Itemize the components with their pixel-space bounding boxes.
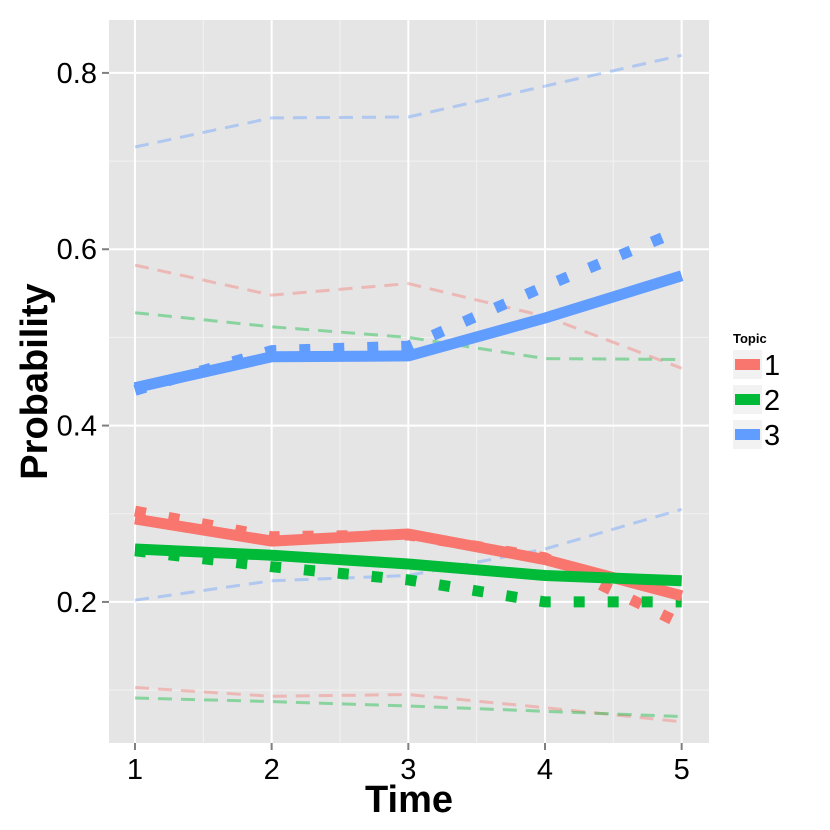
series-line-topic-2-solid [134,543,682,587]
series-line-topic-2-dotted [134,545,682,608]
x-tick-label: 3 [400,754,416,786]
y-tick-labels: 0.2 0.4 0.6 0.8 [57,58,97,619]
x-tick-labels: 1 2 3 4 5 [127,754,690,786]
y-tick-label: 0.8 [57,58,97,90]
axis-ticks [102,71,683,750]
y-tick-label: 0.4 [57,411,97,443]
legend-label: 1 [764,350,780,382]
series-line-topic-3-dashed [134,53,683,149]
legend-title: Topic [733,331,767,346]
series-line-topic-1-dashed [134,263,683,370]
x-tick-label: 2 [264,754,280,786]
y-axis-title: Probability [14,283,56,479]
x-tick-label: 5 [674,754,690,786]
legend: Topic 123 [733,331,780,452]
y-tick-label: 0.6 [57,234,97,266]
legend-entries: 123 [733,350,780,452]
y-tick-label: 0.2 [57,587,97,619]
series-line-topic-3-dashed [134,507,683,602]
legend-label: 3 [764,420,780,452]
x-axis-title: Time [365,779,453,821]
x-tick-label: 4 [537,754,553,786]
series-line-topic-1-solid [134,513,684,602]
major-gridlines [109,20,709,743]
x-tick-label: 1 [127,754,143,786]
series-line-topic-3-dotted [133,224,684,396]
series-layer [133,53,685,724]
series-line-topic-3-solid [133,270,684,394]
legend-label: 2 [764,385,780,417]
